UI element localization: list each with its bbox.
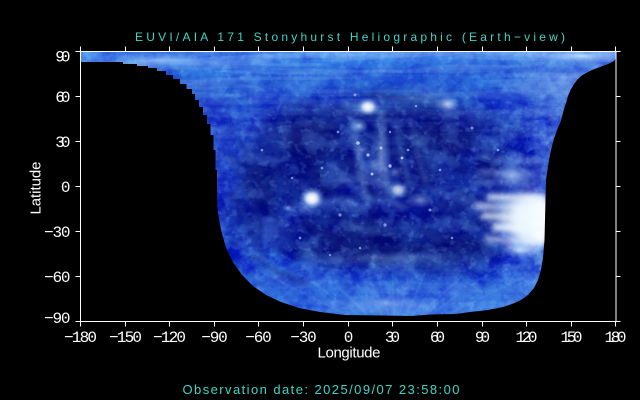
svg-text:EUVI/AIA 171 Stonyhurst Heliog: EUVI/AIA 171 Stonyhurst Heliographic (Ea… (135, 30, 565, 44)
svg-text:60: 60 (55, 89, 70, 107)
svg-text:−180: −180 (64, 329, 97, 347)
svg-text:−30: −30 (44, 224, 71, 242)
svg-text:150: 150 (561, 329, 583, 347)
svg-text:90: 90 (475, 329, 490, 347)
svg-text:0: 0 (61, 179, 71, 197)
svg-text:60: 60 (430, 329, 445, 347)
svg-text:90: 90 (55, 49, 70, 67)
svg-text:−60: −60 (44, 269, 71, 287)
svg-text:−120: −120 (153, 329, 186, 347)
svg-text:−60: −60 (245, 329, 272, 347)
svg-text:−90: −90 (44, 310, 71, 328)
svg-text:30: 30 (385, 329, 400, 347)
svg-text:120: 120 (516, 329, 538, 347)
svg-text:30: 30 (55, 134, 70, 152)
svg-text:Latitude: Latitude (28, 162, 45, 215)
svg-text:0: 0 (344, 329, 354, 347)
svg-text:−90: −90 (201, 329, 228, 347)
svg-text:Observation date: 2025/09/07 2: Observation date: 2025/09/07 23:58:00 (183, 382, 460, 397)
svg-text:Longitude: Longitude (318, 345, 381, 362)
svg-text:−150: −150 (109, 329, 142, 347)
svg-text:−30: −30 (290, 329, 317, 347)
svg-text:180: 180 (605, 329, 627, 347)
